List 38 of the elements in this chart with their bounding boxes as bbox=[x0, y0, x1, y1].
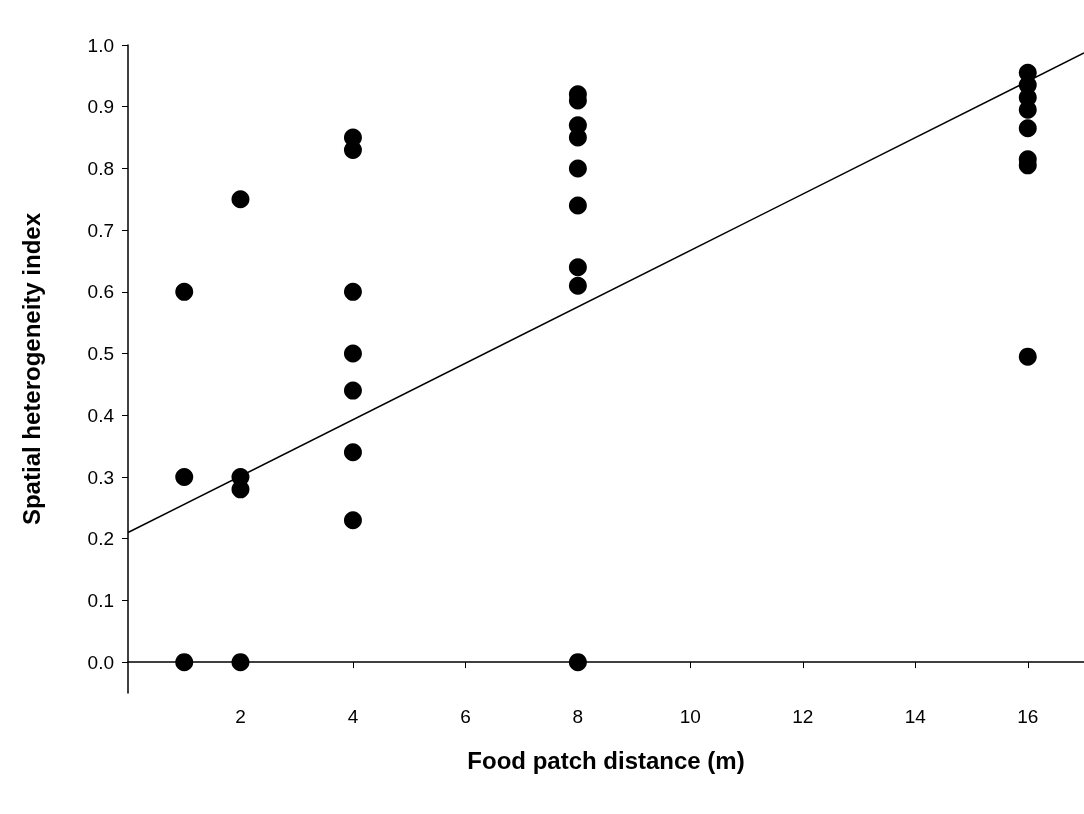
y-tick-label: 0.9 bbox=[87, 96, 114, 118]
point bbox=[231, 653, 250, 672]
x-tick-label: 4 bbox=[347, 706, 359, 727]
point bbox=[343, 282, 362, 301]
point bbox=[568, 653, 587, 672]
y-tick-label: 0.7 bbox=[87, 219, 114, 241]
point bbox=[568, 258, 587, 277]
y-axis-title: Spatial heterogeneity index bbox=[17, 212, 45, 526]
x-tick-label: 2 bbox=[235, 706, 246, 727]
x-tick-label: 14 bbox=[904, 706, 927, 727]
point bbox=[1018, 119, 1037, 138]
x-axis-title: Food patch distance (m) bbox=[467, 746, 745, 774]
x-tick-label: 10 bbox=[679, 706, 701, 727]
y-tick-label: 1.0 bbox=[87, 34, 114, 56]
x-tick-label: 16 bbox=[1017, 706, 1039, 727]
x-tick-label: 12 bbox=[792, 706, 814, 727]
point bbox=[1018, 347, 1037, 366]
y-tick-label: 0.2 bbox=[87, 528, 114, 550]
point bbox=[175, 468, 194, 486]
y-tick-label: 0.4 bbox=[87, 404, 115, 426]
point bbox=[343, 511, 362, 530]
y-tick-label: 0.0 bbox=[87, 651, 114, 673]
y-tick-label: 0.8 bbox=[87, 157, 114, 179]
point bbox=[343, 344, 362, 363]
point bbox=[231, 190, 250, 209]
point bbox=[343, 443, 362, 462]
point bbox=[175, 282, 194, 301]
point bbox=[175, 653, 194, 672]
point bbox=[568, 196, 587, 215]
y-tick-label: 0.5 bbox=[87, 343, 114, 365]
x-tick-label: 6 bbox=[460, 706, 471, 727]
point bbox=[343, 381, 362, 400]
point bbox=[568, 276, 587, 295]
y-tick-label: 0.3 bbox=[87, 466, 114, 488]
y-tick-label: 0.1 bbox=[87, 589, 114, 611]
x-tick-label: 8 bbox=[572, 706, 584, 727]
y-tick-label: 0.6 bbox=[87, 281, 114, 303]
point bbox=[568, 159, 587, 178]
